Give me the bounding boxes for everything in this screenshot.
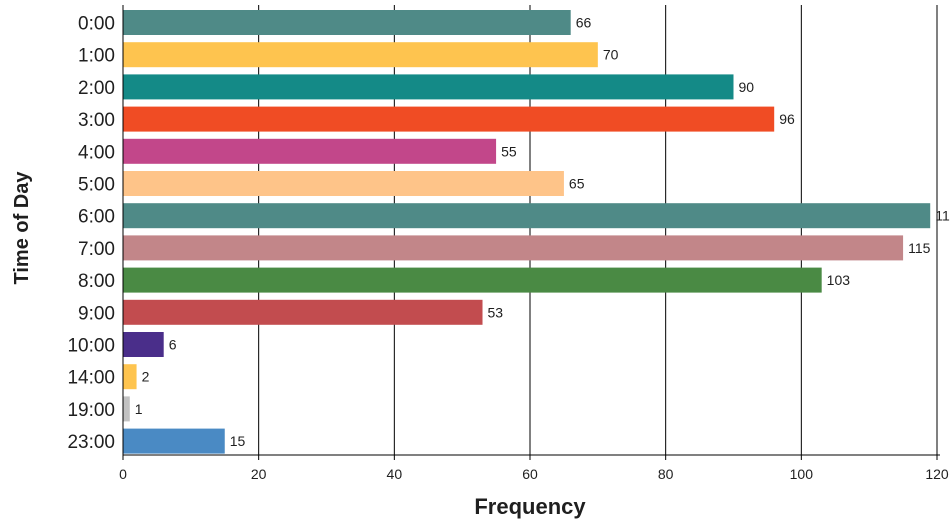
x-tick-label: 100 <box>790 466 814 482</box>
axes <box>122 5 940 456</box>
y-category-label: 9:00 <box>78 303 115 324</box>
x-axis-title: Frequency <box>474 494 586 519</box>
bar <box>123 171 564 196</box>
y-category-label: 2:00 <box>78 78 115 99</box>
y-category-label: 7:00 <box>78 239 115 260</box>
bar <box>123 235 904 261</box>
bar-value-label: 103 <box>827 272 851 288</box>
y-axis-title: Time of Day <box>11 171 33 285</box>
y-category-label: 10:00 <box>67 336 115 357</box>
x-tick-labels: 0 20 40 60 80 100 120 <box>119 455 949 482</box>
bar <box>123 138 497 164</box>
bar <box>123 203 931 229</box>
bar-value-label: 70 <box>603 47 619 63</box>
bar-value-label: 15 <box>230 433 246 449</box>
y-category-label: 4:00 <box>78 142 115 163</box>
bar-value-label: 65 <box>569 176 585 192</box>
bar-value-label: 11 <box>935 208 950 224</box>
bar <box>123 332 164 357</box>
bar <box>123 42 598 68</box>
bar-value-label: 115 <box>908 240 931 256</box>
bar <box>123 106 775 132</box>
y-category-label: 14:00 <box>67 368 115 389</box>
bar <box>123 10 571 35</box>
y-category-label: 23:00 <box>67 432 115 453</box>
bar-value-label: 96 <box>779 111 795 127</box>
x-tick-label: 0 <box>119 466 127 482</box>
y-category-labels: 0:00 1:00 2:00 3:00 4:00 5:00 6:00 7:00 8:00 9:00… <box>67 14 115 454</box>
x-tick-label: 40 <box>387 466 403 482</box>
x-tick-label: 120 <box>925 466 949 482</box>
bar-value-label: 53 <box>488 304 504 320</box>
bar <box>123 396 130 422</box>
bar-value-label: 90 <box>739 79 755 95</box>
bar <box>123 299 483 325</box>
x-tick-label: 20 <box>251 466 267 482</box>
y-category-label: 0:00 <box>78 14 115 35</box>
x-tick-label: 60 <box>522 466 538 482</box>
bar-value-label: 55 <box>501 143 517 159</box>
bar <box>123 428 225 454</box>
bar <box>123 364 137 390</box>
y-category-label: 6:00 <box>78 207 115 228</box>
bar-value-label: 1 <box>135 401 143 417</box>
y-category-label: 5:00 <box>78 175 115 196</box>
bar-value-label: 6 <box>169 337 177 353</box>
y-category-label: 8:00 <box>78 271 115 292</box>
y-category-label: 1:00 <box>78 46 115 67</box>
bar-value-label: 2 <box>142 369 150 385</box>
gridlines <box>258 5 938 455</box>
bar <box>123 74 734 100</box>
y-category-label: 19:00 <box>67 400 115 421</box>
bar-value-label: 66 <box>576 15 592 31</box>
bar <box>123 267 822 293</box>
y-category-label: 3:00 <box>78 110 115 131</box>
x-tick-label: 80 <box>658 466 674 482</box>
